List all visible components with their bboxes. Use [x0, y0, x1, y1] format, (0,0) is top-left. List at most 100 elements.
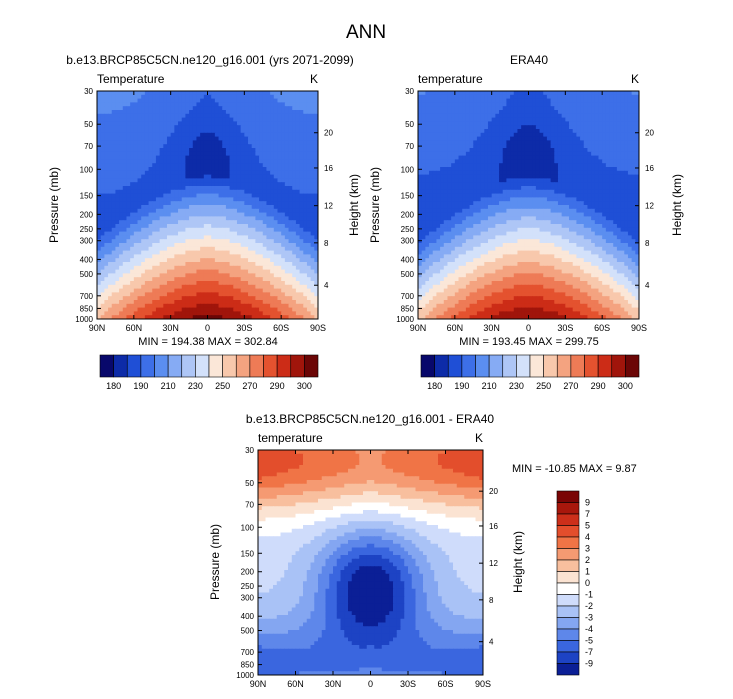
field-cell [152, 163, 157, 168]
field-cell [100, 125, 105, 130]
field-cell [200, 117, 205, 122]
field-cell [159, 121, 164, 126]
field-cell [122, 167, 128, 172]
field-cell [104, 235, 109, 240]
field-cell [613, 110, 618, 115]
field-cell [218, 170, 223, 176]
field-cell [517, 94, 522, 100]
field-cell [192, 243, 198, 248]
field-cell [141, 197, 146, 202]
field-cell [170, 224, 175, 229]
field-cell [465, 159, 471, 164]
field-cell [270, 303, 275, 309]
field-cell [591, 110, 596, 115]
field-cell [144, 106, 150, 111]
field-cell [174, 208, 179, 214]
field-cell [292, 250, 297, 255]
field-cell [251, 296, 256, 301]
field-cell [97, 197, 102, 202]
field-cell [218, 174, 223, 179]
y-tick-label: 400 [80, 255, 94, 264]
field-cell [310, 136, 315, 141]
field-cell [166, 144, 172, 149]
field-cell [613, 159, 618, 164]
field-cell [465, 113, 471, 119]
field-cell [104, 208, 109, 214]
field-cell [484, 106, 489, 111]
field-cell [557, 163, 563, 168]
field-cell [214, 125, 220, 130]
field-cell [499, 129, 504, 134]
field-cell [292, 281, 297, 286]
field-cell [288, 140, 293, 145]
field-cell [499, 110, 504, 115]
field-cell [174, 186, 179, 191]
field-cell [185, 182, 190, 187]
field-cell [100, 284, 105, 290]
field-cell [155, 277, 161, 282]
field-cell [229, 296, 234, 301]
field-cell [240, 227, 245, 233]
field-cell [192, 163, 198, 168]
field-cell [627, 159, 633, 164]
field-cell [240, 155, 245, 160]
field-cell [591, 136, 596, 141]
field-cell [203, 231, 209, 236]
field-cell [550, 155, 555, 160]
field-cell [229, 140, 234, 145]
field-cell [440, 102, 445, 107]
field-cell [207, 231, 212, 236]
field-cell [166, 148, 172, 153]
field-cell [144, 239, 150, 244]
field-cell [454, 110, 460, 115]
field-cell [259, 231, 264, 236]
field-cell [314, 151, 318, 157]
field-cell [266, 307, 271, 312]
field-cell [425, 140, 430, 145]
field-cell [144, 277, 150, 282]
field-cell [97, 288, 102, 293]
field-cell [262, 140, 268, 145]
field-cell [557, 151, 563, 157]
field-cell [185, 246, 190, 252]
field-cell [144, 182, 150, 187]
field-cell [155, 303, 161, 309]
field-cell [288, 224, 293, 229]
field-cell [189, 307, 194, 312]
field-cell [163, 250, 168, 255]
field-cell [166, 189, 172, 195]
field-cell [236, 178, 242, 183]
field-cell [163, 307, 168, 312]
field-cell [281, 151, 286, 157]
field-cell [148, 258, 153, 263]
field-cell [310, 189, 315, 195]
field-cell [137, 307, 142, 312]
field-cell [251, 201, 256, 206]
field-cell [443, 102, 449, 107]
field-cell [207, 243, 212, 248]
field-cell [248, 144, 253, 149]
field-cell [97, 220, 102, 225]
field-cell [292, 258, 297, 263]
field-cell [598, 113, 603, 119]
field-cell [122, 231, 128, 236]
y2-tick-label: 12 [324, 202, 333, 211]
field-cell [299, 216, 304, 221]
field-cell [170, 235, 175, 240]
field-cell [295, 300, 301, 305]
field-cell [510, 117, 515, 122]
panel-units-label: K [310, 72, 318, 86]
colorbar-swatch [113, 354, 128, 378]
field-cell [233, 189, 238, 195]
field-cell [598, 129, 603, 134]
field-cell [122, 125, 128, 130]
field-cell [262, 106, 268, 111]
field-cell [432, 110, 438, 115]
field-cell [576, 163, 581, 168]
field-cell [200, 292, 205, 297]
field-cell [248, 315, 253, 319]
field-cell [126, 262, 131, 267]
field-cell [487, 144, 493, 149]
field-cell [97, 284, 102, 290]
field-cell [432, 140, 438, 145]
